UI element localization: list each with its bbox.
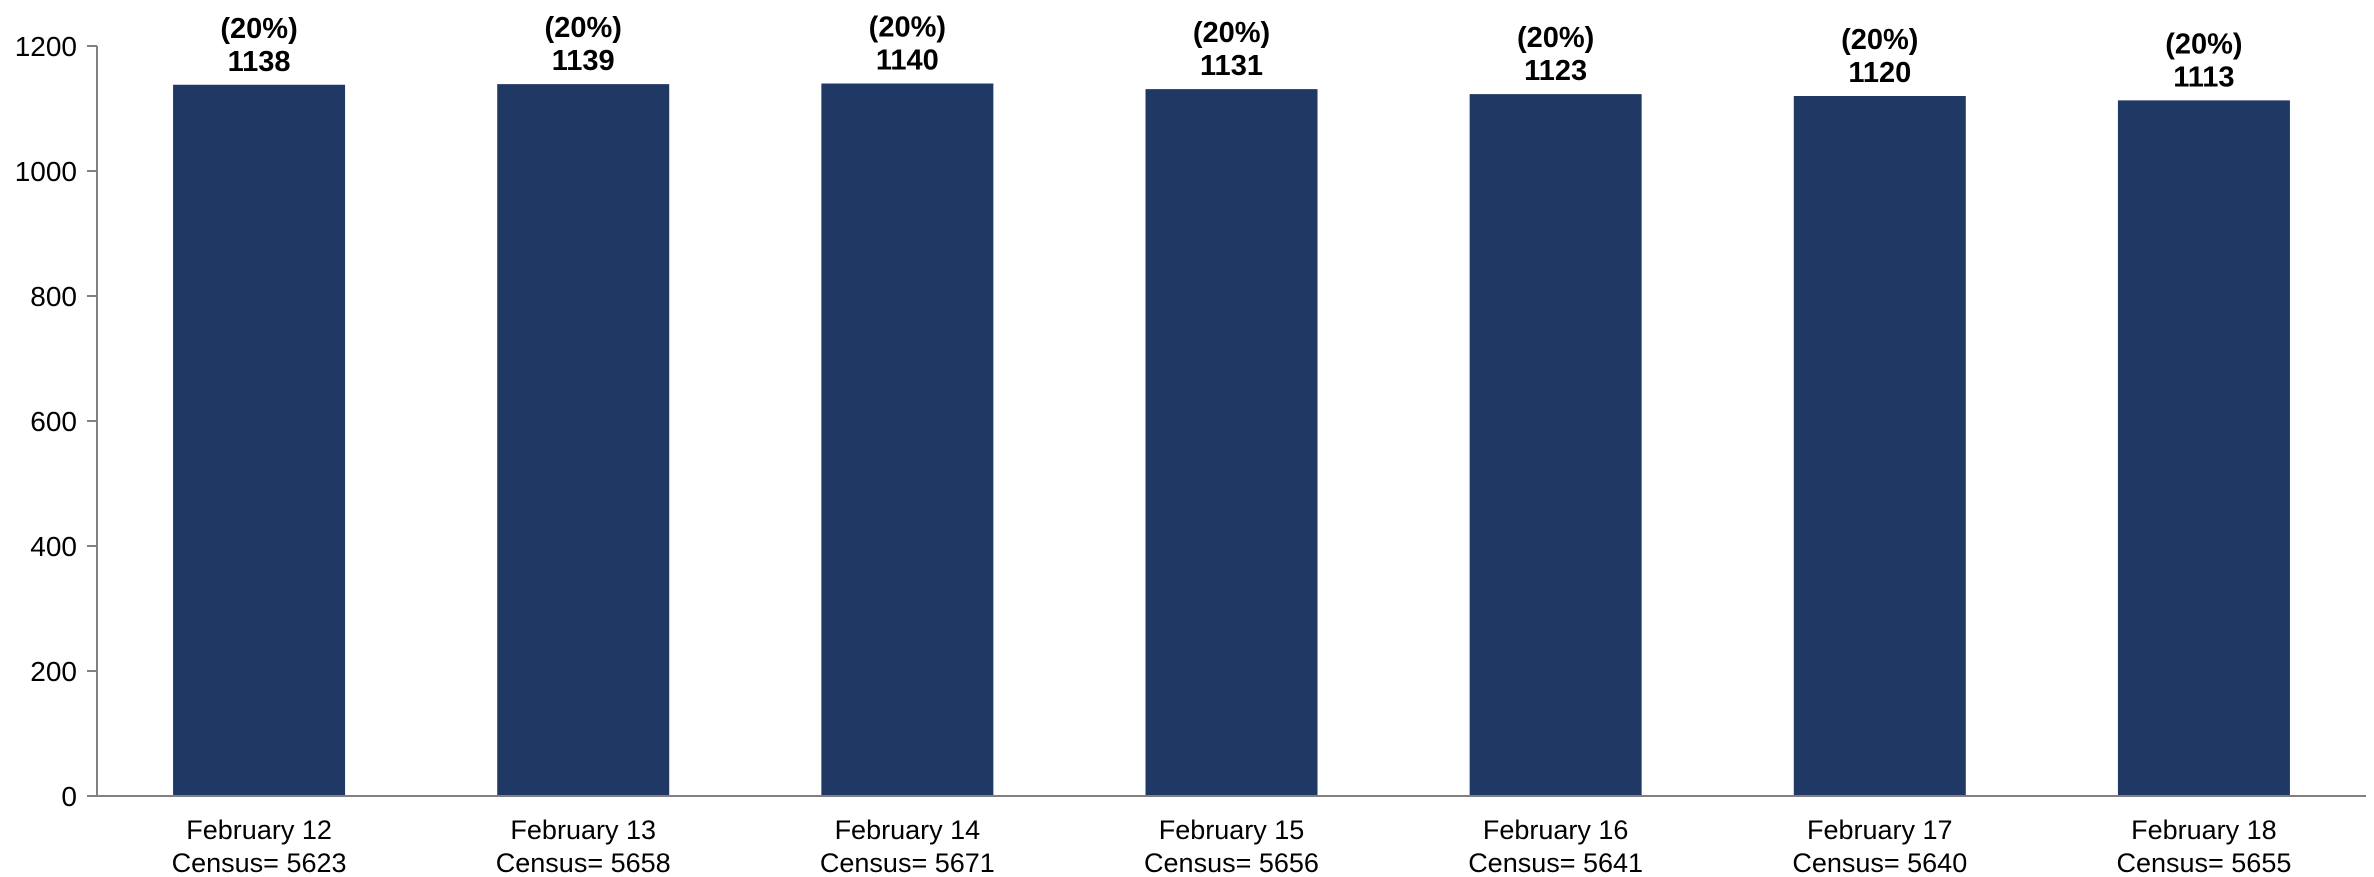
x-category-label: February 14 xyxy=(835,815,981,845)
y-tick-label: 1000 xyxy=(15,156,77,187)
y-tick-label: 0 xyxy=(61,781,77,812)
y-tick-label: 400 xyxy=(30,531,77,562)
bar xyxy=(173,84,346,796)
bar-value-label: 1123 xyxy=(1524,55,1587,87)
bar xyxy=(2117,100,2290,796)
bar xyxy=(497,84,670,796)
bar xyxy=(1469,94,1642,796)
x-category-label: February 12 xyxy=(186,815,332,845)
bar-percent-label: (20%) xyxy=(1841,24,1918,56)
x-category-label: February 15 xyxy=(1159,815,1305,845)
x-category-sublabel: Census= 5655 xyxy=(2116,848,2291,877)
bar-value-label: 1120 xyxy=(1848,57,1911,89)
bar-value-label: 1131 xyxy=(1200,50,1263,82)
bar xyxy=(821,83,994,796)
bar xyxy=(1145,89,1318,796)
bar-percent-label: (20%) xyxy=(220,13,297,45)
bar-value-label: 1138 xyxy=(228,46,291,78)
x-category-sublabel: Census= 5671 xyxy=(820,848,995,877)
x-category-label: February 17 xyxy=(1807,815,1953,845)
x-category-sublabel: Census= 5658 xyxy=(496,848,671,877)
bar-value-label: 1139 xyxy=(552,45,615,77)
bar-value-label: 1140 xyxy=(876,45,939,77)
x-category-label: February 18 xyxy=(2131,815,2277,845)
x-category-sublabel: Census= 5656 xyxy=(1144,848,1319,877)
y-tick-label: 600 xyxy=(30,406,77,437)
x-category-label: February 13 xyxy=(510,815,656,845)
data-labels: (20%)1138(20%)1139(20%)1140(20%)1131(20%… xyxy=(220,12,2242,94)
bar-percent-label: (20%) xyxy=(1193,17,1270,49)
bars xyxy=(173,83,2290,796)
y-tick-label: 1200 xyxy=(15,31,77,62)
x-category-sublabel: Census= 5623 xyxy=(172,848,347,877)
x-category-sublabel: Census= 5640 xyxy=(1792,848,1967,877)
x-axis-labels: February 12 Census= 5623 February 13 Census… xyxy=(172,815,2292,877)
bar-value-label: 1113 xyxy=(2173,61,2234,93)
bar-percent-label: (20%) xyxy=(2165,28,2242,60)
x-category-label: February 16 xyxy=(1483,815,1629,845)
bar-percent-label: (20%) xyxy=(869,12,946,44)
bar xyxy=(1793,96,1966,796)
y-tick-label: 200 xyxy=(30,656,77,687)
y-tick-label: 800 xyxy=(30,281,77,312)
x-category-sublabel: Census= 5641 xyxy=(1468,848,1643,877)
bar-percent-label: (20%) xyxy=(1517,22,1594,54)
bar-percent-label: (20%) xyxy=(545,12,622,44)
y-axis-ticks: 0 200 400 600 800 1000 1200 xyxy=(15,31,97,812)
